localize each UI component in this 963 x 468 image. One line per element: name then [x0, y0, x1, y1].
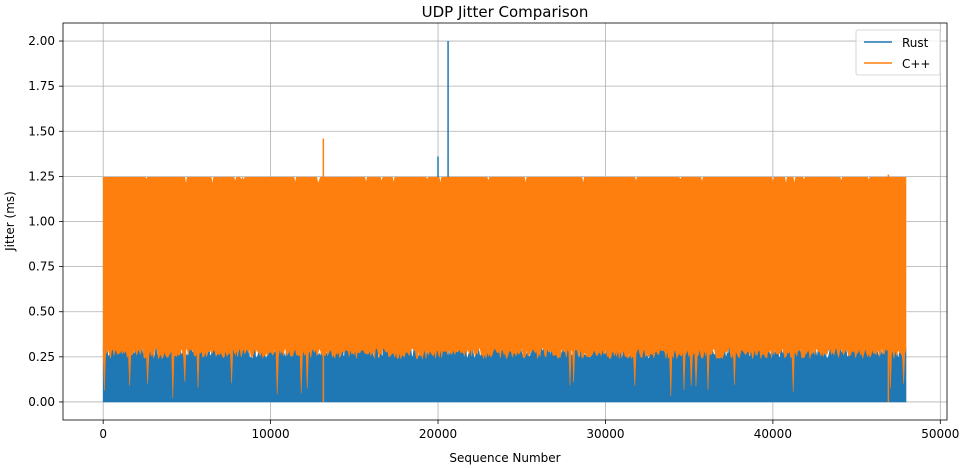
- y-axis-label: Jitter (ms): [3, 191, 17, 252]
- y-axis: 0.00 0.25 0.50 0.75 1.00 1.25 1.50 1.75 2.00: [28, 34, 63, 409]
- legend-label-cpp: C++: [902, 57, 931, 71]
- legend: Rust C++: [855, 29, 941, 76]
- y-tick-label-4: 1.00: [28, 215, 55, 229]
- x-tick-label-3: 30000: [586, 427, 624, 441]
- x-tick-label-2: 20000: [419, 427, 457, 441]
- x-tick-label-5: 50000: [921, 427, 959, 441]
- chart-title: UDP Jitter Comparison: [422, 3, 589, 21]
- y-tick-label-0: 0.00: [28, 395, 55, 409]
- legend-label-rust: Rust: [902, 36, 929, 50]
- series-band-1: [102, 176, 907, 399]
- plot-series: [102, 41, 907, 403]
- x-tick-label-4: 40000: [754, 427, 792, 441]
- x-axis-label: Sequence Number: [449, 451, 560, 465]
- y-tick-label-3: 0.75: [28, 260, 55, 274]
- x-tick-label-1: 10000: [252, 427, 290, 441]
- y-tick-label-7: 1.75: [28, 79, 55, 93]
- y-tick-label-1: 0.25: [28, 350, 55, 364]
- y-tick-label-2: 0.50: [28, 305, 55, 319]
- y-tick-label-6: 1.50: [28, 124, 55, 138]
- y-tick-label-8: 2.00: [28, 34, 55, 48]
- x-tick-label-0: 0: [99, 427, 107, 441]
- x-axis: 0 10000 20000 30000 40000 50000: [99, 420, 959, 441]
- y-tick-label-5: 1.25: [28, 169, 55, 183]
